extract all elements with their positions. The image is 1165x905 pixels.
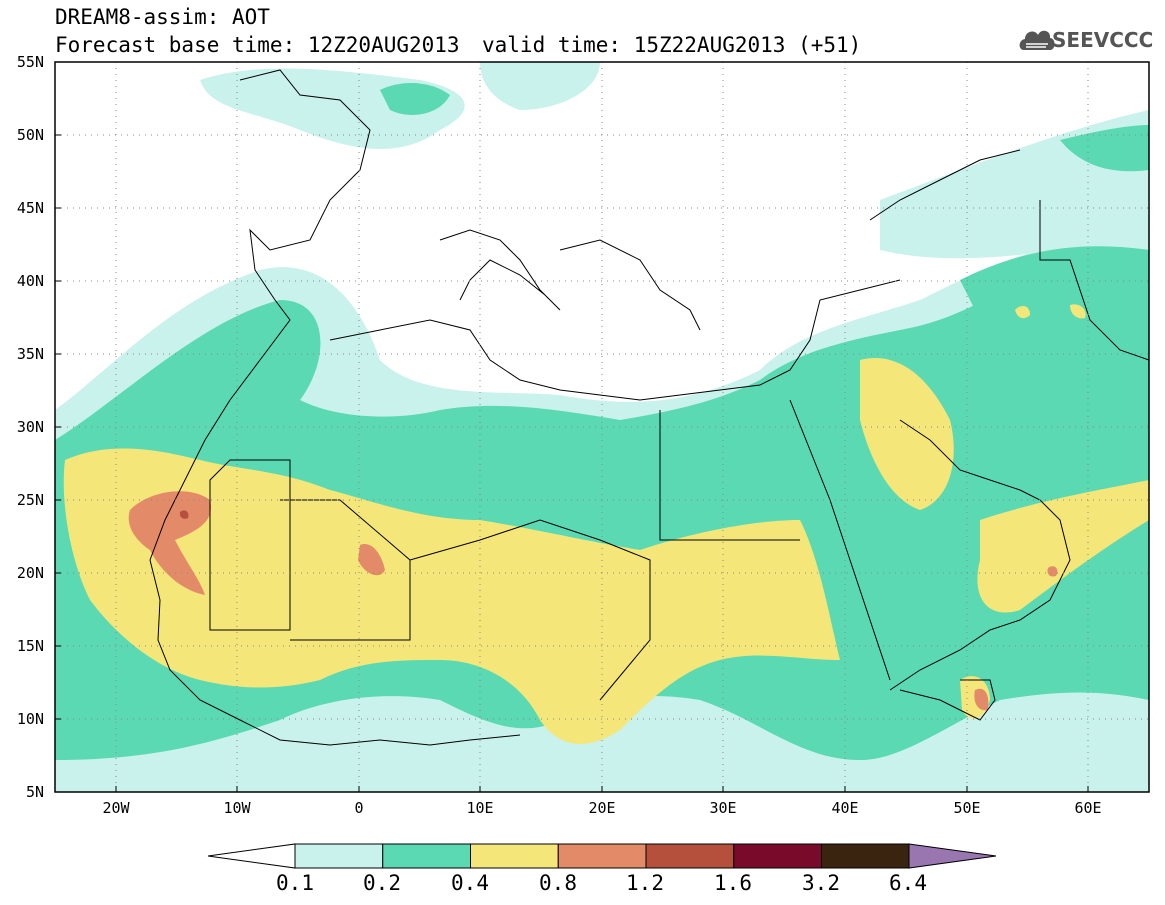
- lat-label: 35N: [16, 345, 44, 363]
- map-title: DREAM8-assim: AOT: [55, 5, 270, 29]
- colorbar-label: 0.4: [451, 871, 489, 895]
- lon-label: 30E: [709, 799, 737, 817]
- lon-label: 20E: [588, 799, 616, 817]
- lat-label: 40N: [16, 272, 44, 290]
- colorbar-label: 0.1: [276, 871, 314, 895]
- colorbar-label: 0.8: [539, 871, 577, 895]
- lon-label: 20W: [102, 799, 130, 817]
- aot-level-1.2: [179, 510, 189, 519]
- lon-label: 10W: [223, 799, 251, 817]
- valid-time: valid time: 15Z22AUG2013 (+51): [482, 33, 862, 57]
- lon-label: 0: [354, 799, 364, 817]
- lat-label: 20N: [16, 564, 44, 582]
- lat-label: 55N: [16, 53, 44, 71]
- cloud-icon: [1019, 30, 1055, 50]
- lat-label: 50N: [16, 126, 44, 144]
- lat-label: 5N: [25, 783, 44, 801]
- colorbar-label: 0.2: [363, 871, 401, 895]
- lat-label: 45N: [16, 199, 44, 217]
- lat-label: 10N: [16, 710, 44, 728]
- colorbar-label: 3.2: [802, 871, 840, 895]
- aot-level-0.4: [63, 304, 1149, 744]
- aot-level-0.8: [128, 491, 1058, 711]
- axis-ticks: [55, 134, 1089, 792]
- logo-text: SEEVCCC: [1052, 28, 1154, 52]
- lon-label: 10E: [466, 799, 494, 817]
- lon-label: 60E: [1074, 799, 1102, 817]
- lon-label: 50E: [953, 799, 981, 817]
- colorbar-label: 1.2: [626, 871, 664, 895]
- forecast-base-time: Forecast base time: 12Z20AUG2013: [55, 33, 460, 57]
- map-grid: [55, 62, 1149, 792]
- lon-label: 40E: [831, 799, 859, 817]
- colorbar-label: 1.6: [714, 871, 752, 895]
- lat-label: 25N: [16, 491, 44, 509]
- colorbar-label: 6.4: [889, 871, 927, 895]
- lat-label: 30N: [16, 418, 44, 436]
- lat-label: 15N: [16, 637, 44, 655]
